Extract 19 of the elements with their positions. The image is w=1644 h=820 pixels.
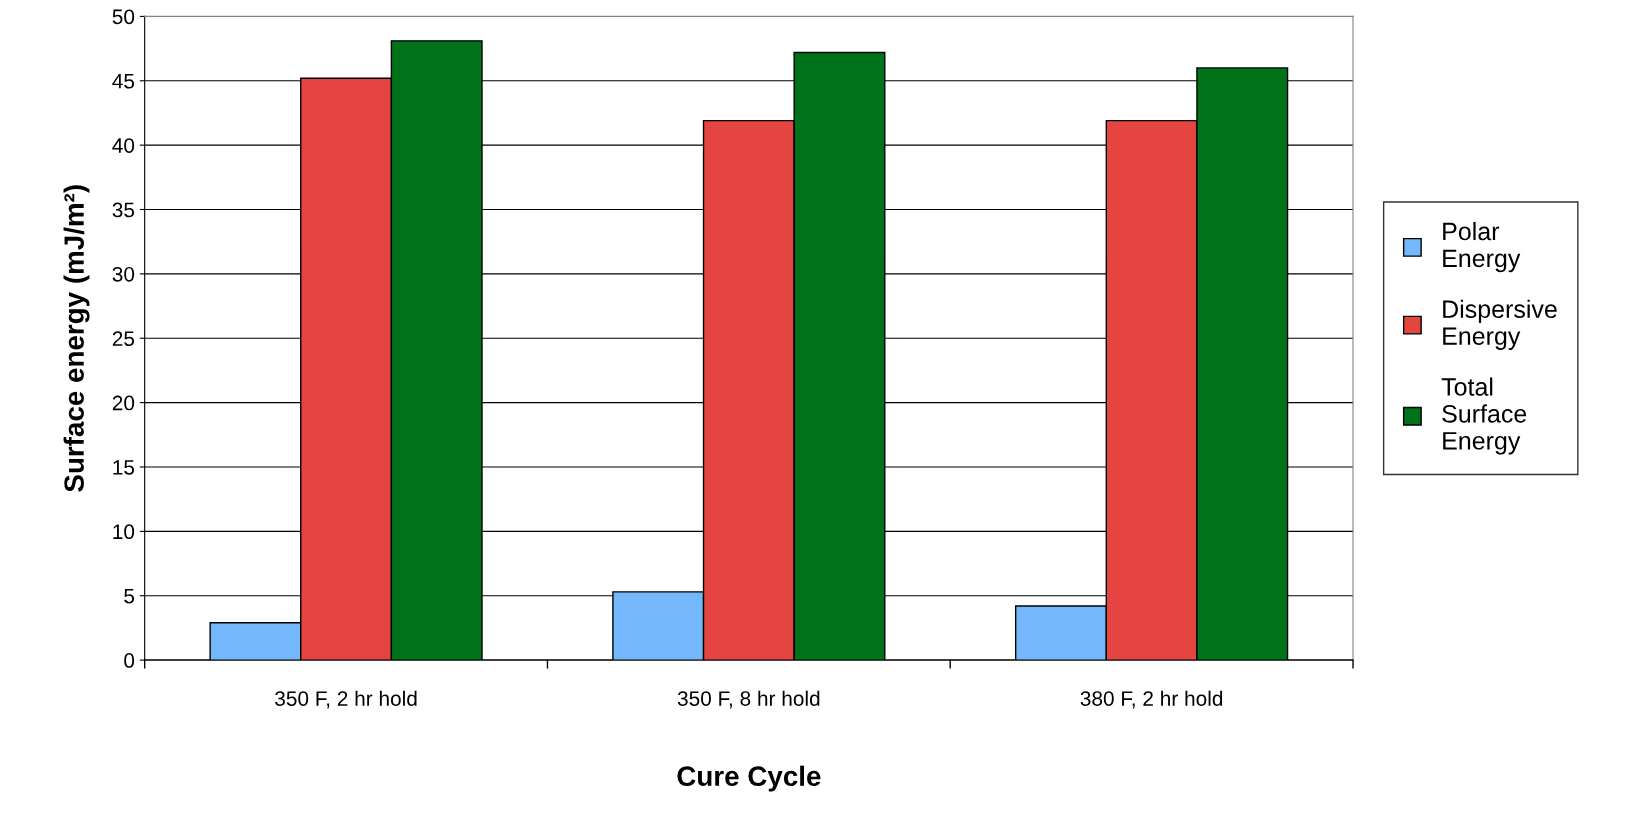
legend-label: Dispersive Energy: [1443, 299, 1557, 350]
y-tick-label: 25: [112, 331, 135, 346]
y-tick-label: 20: [112, 395, 135, 411]
y-tick-label: 45: [112, 73, 135, 89]
legend-label: Total Surface Energy: [1441, 377, 1527, 455]
y-tick-label: 10: [113, 524, 135, 540]
y-tick-label: 0: [124, 653, 135, 668]
y-tick-label: 30: [112, 266, 135, 282]
legend-label: Polar Energy: [1443, 221, 1521, 273]
x-axis-title: Cure Cycle: [677, 765, 821, 792]
y-tick-label: 15: [113, 460, 135, 475]
x-tick-label: 350 F, 8 hr hold: [677, 690, 820, 709]
y-axis-title: Surface energy (mJ/m²): [63, 185, 90, 492]
y-tick-label: 35: [112, 202, 135, 218]
y-tick-label: 50: [112, 9, 135, 25]
y-tick-label: 5: [124, 588, 135, 604]
x-tick-label: 380 F, 2 hr hold: [1080, 690, 1223, 709]
y-tick-label: 40: [112, 138, 135, 153]
x-tick-label: 350 F, 2 hr hold: [275, 690, 417, 709]
